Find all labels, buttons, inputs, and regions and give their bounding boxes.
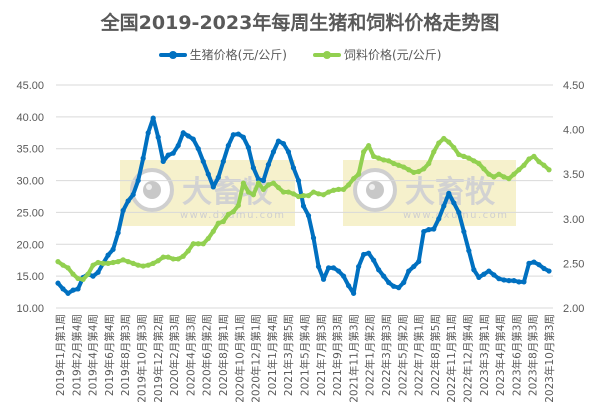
x-tick-label: 2022年7月第1周 <box>413 314 426 396</box>
y-axis-left: 10.00 15.00 20.00 25.00 30.00 35.00 40.00 45.00 <box>16 80 44 315</box>
y-tick-left: 35.00 <box>16 144 44 156</box>
x-tick-label: 2019年12月第2周 <box>152 314 165 403</box>
y-tick-right: 3.50 <box>563 169 584 181</box>
legend-marker-pig-icon <box>158 50 187 59</box>
y-axis-right: 2.00 2.50 3.00 3.50 4.00 4.50 <box>563 80 584 315</box>
x-tick-label: 2022年3月第3周 <box>380 314 393 396</box>
x-tick-label: 2019年6月第4周 <box>103 314 116 396</box>
svg-text:www.dxumu.com: www.dxumu.com <box>180 210 286 221</box>
x-tick-label: 2020年2月第3周 <box>168 314 181 396</box>
y-tick-left: 30.00 <box>16 176 44 188</box>
x-tick-label: 2022年11月第1周 <box>445 314 458 403</box>
legend-label: 饲料价格(元/公斤) <box>344 48 442 62</box>
x-tick-label: 2021年7月第3周 <box>315 314 328 396</box>
x-tick-label: 2022年12月第4周 <box>462 314 475 403</box>
legend-item-feed-price[interactable]: 饲料价格(元/公斤) <box>313 46 441 63</box>
x-tick-label: 2020年8月第1周 <box>217 314 230 396</box>
x-tick-label: 2022年1月第2周 <box>364 314 377 396</box>
svg-text:www.dxumu.com: www.dxumu.com <box>403 210 509 221</box>
x-tick-label: 2023年4月第4周 <box>494 314 507 396</box>
x-tick-label: 2020年12月第1周 <box>250 314 263 403</box>
x-tick-label: 2019年4月第4周 <box>87 314 100 396</box>
y-tick-right: 4.50 <box>563 80 584 92</box>
x-axis: 2019年1月第1周 2019年2月第4周 2019年4月第4周 2019年6月第4周… <box>54 314 556 403</box>
y-tick-right: 3.00 <box>563 214 584 226</box>
x-tick-label: 2020年10月第1周 <box>233 314 246 403</box>
y-tick-left: 40.00 <box>16 112 44 124</box>
y-tick-left: 10.00 <box>16 303 44 315</box>
y-tick-left: 25.00 <box>16 207 44 219</box>
x-tick-label: 2022年5月第2周 <box>396 314 409 396</box>
y-tick-left: 20.00 <box>16 239 44 251</box>
x-tick-label: 2022年8月第5周 <box>429 314 442 396</box>
x-tick-label: 2019年2月第4周 <box>70 314 83 396</box>
x-tick-label: 2020年4月第3周 <box>184 314 197 396</box>
y-tick-left: 15.00 <box>16 271 44 283</box>
legend-label: 生猪价格(元/公斤) <box>189 48 287 62</box>
y-tick-right: 2.00 <box>563 303 584 315</box>
y-tick-left: 45.00 <box>16 80 44 92</box>
chart-title: 全国2019-2023年每周生猪和饲料价格走势图 <box>100 12 500 34</box>
x-tick-label: 2021年9月第3周 <box>331 314 344 396</box>
x-tick-label: 2021年11月第3周 <box>347 314 360 403</box>
x-tick-label: 2019年8月第3周 <box>119 314 132 396</box>
x-tick-label: 2019年1月第1周 <box>54 314 67 396</box>
legend-marker-feed-icon <box>313 50 341 59</box>
series-feed-price <box>55 135 552 283</box>
gridlines <box>56 84 553 309</box>
x-tick-label: 2023年3月第1周 <box>478 314 491 396</box>
x-tick-label: 2019年10月第3周 <box>136 314 149 403</box>
y-tick-right: 4.00 <box>563 125 584 137</box>
x-tick-label: 2023年10月第3周 <box>543 314 556 403</box>
x-tick-label: 2021年3月第5周 <box>282 314 295 396</box>
legend: 生猪价格(元/公斤) 饲料价格(元/公斤) <box>0 46 600 63</box>
legend-item-pig-price[interactable]: 生猪价格(元/公斤) <box>158 46 287 63</box>
series-pig-price <box>55 115 552 296</box>
series-lines <box>55 115 552 296</box>
x-tick-label: 2020年6月第2周 <box>201 314 214 396</box>
x-tick-label: 2023年8月第3周 <box>527 314 540 396</box>
y-tick-right: 2.50 <box>563 258 584 270</box>
x-tick-label: 2021年1月第4周 <box>266 314 279 396</box>
x-tick-label: 2023年6月第3周 <box>510 314 523 396</box>
x-tick-label: 2021年5月第4周 <box>299 314 312 396</box>
